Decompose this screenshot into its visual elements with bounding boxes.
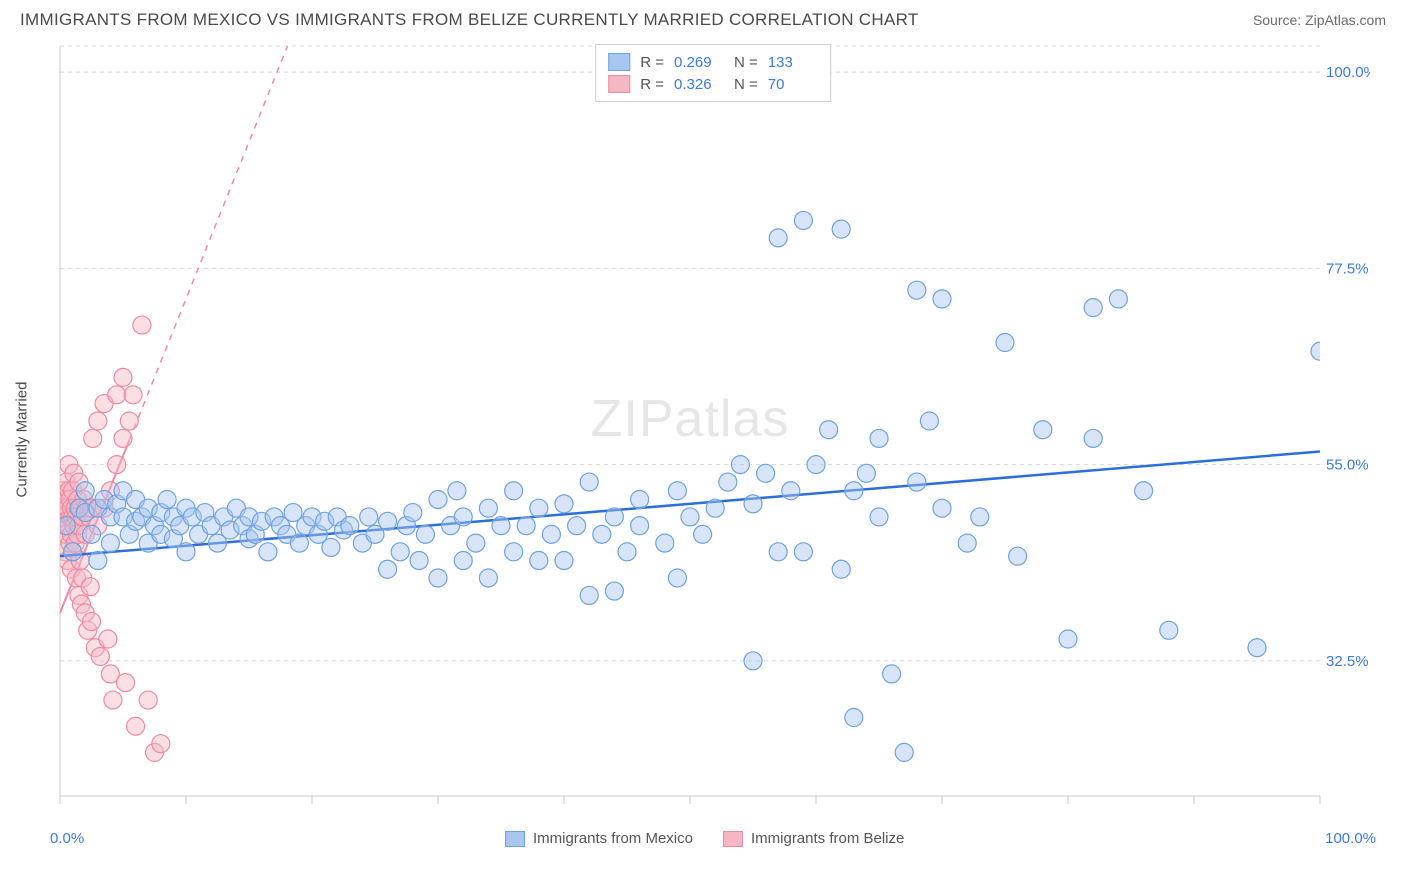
legend-label: Immigrants from Mexico [533,830,693,847]
chart-title: IMMIGRANTS FROM MEXICO VS IMMIGRANTS FRO… [20,10,919,30]
source-attribution: Source: ZipAtlas.com [1253,12,1386,28]
r-label: R = [640,76,664,93]
r-value: 0.269 [674,54,724,71]
correlation-legend: R = 0.269 N = 133 R = 0.326 N = 70 [595,44,831,102]
svg-text:55.0%: 55.0% [1326,457,1369,474]
legend-row-mexico: R = 0.269 N = 133 [608,51,818,73]
r-label: R = [640,54,664,71]
legend-swatch-mexico [505,831,525,847]
legend-item-mexico: Immigrants from Mexico [505,830,693,847]
legend-swatch-mexico [608,53,630,71]
svg-text:ZIPatlas: ZIPatlas [591,390,790,448]
legend-item-belize: Immigrants from Belize [723,830,904,847]
legend-row-belize: R = 0.326 N = 70 [608,73,818,95]
x-axis-min-label: 0.0% [50,830,84,847]
scatter-plot-svg: 32.5% 55.0% 77.5% 100.0% ZIPatlas [40,36,1370,826]
n-label: N = [734,76,758,93]
svg-text:32.5%: 32.5% [1326,653,1369,670]
n-label: N = [734,54,758,71]
y-axis-label: Currently Married [14,382,31,498]
series-legend: Immigrants from Mexico Immigrants from B… [84,830,1325,847]
x-axis-max-label: 100.0% [1325,830,1376,847]
svg-text:77.5%: 77.5% [1326,260,1369,277]
n-value: 70 [768,76,818,93]
n-value: 133 [768,54,818,71]
chart-area: Currently Married 32.5%55.0%77.5%100.0%Z… [40,36,1386,826]
svg-text:100.0%: 100.0% [1326,64,1370,81]
r-value: 0.326 [674,76,724,93]
legend-swatch-belize [608,75,630,93]
legend-swatch-belize [723,831,743,847]
legend-label: Immigrants from Belize [751,830,904,847]
